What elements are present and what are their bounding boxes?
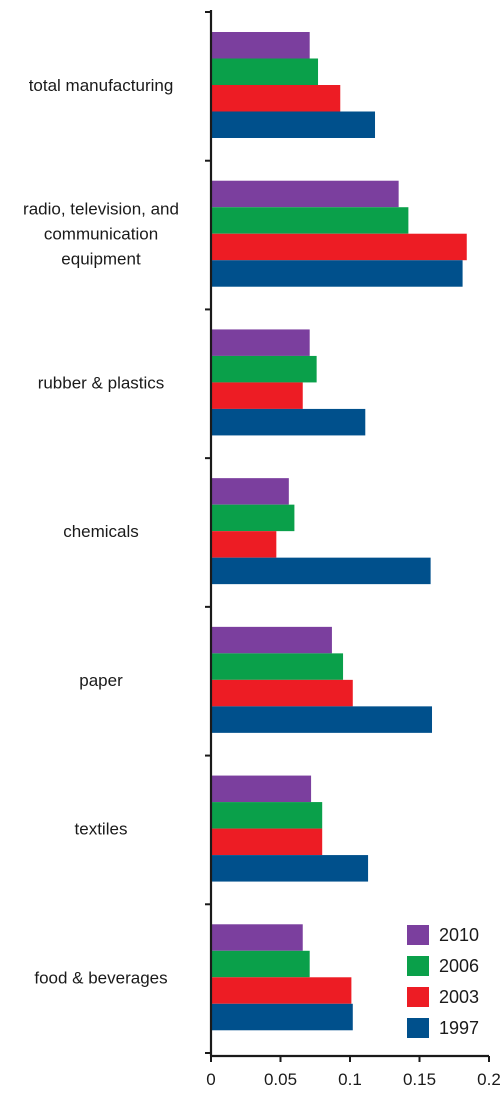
category-label-line: textiles — [75, 820, 128, 839]
legend-swatch-1997 — [407, 1018, 429, 1038]
bar-2006-0 — [211, 58, 319, 85]
category-labels: total manufacturing radio, television, an… — [23, 76, 179, 987]
category-label: chemicals — [63, 522, 139, 541]
category-label-line: rubber & plastics — [38, 373, 165, 392]
bar-1997-5 — [211, 855, 369, 882]
bar-2006-5 — [211, 802, 323, 829]
category-label: radio, television, and communication equip… — [23, 200, 179, 269]
category-label-line: radio, television, and — [23, 200, 179, 219]
bar-2006-4 — [211, 653, 344, 680]
bar-2010-4 — [211, 626, 332, 654]
category-label: rubber & plastics — [38, 373, 165, 392]
legend-label: 2010 — [439, 925, 479, 945]
category-label-line: equipment — [61, 250, 141, 269]
legend-swatch-2003 — [407, 987, 429, 1007]
tick-labels: 0 0.05 0.1 0.15 0.2 — [206, 1070, 501, 1089]
x-tick-label: 0.1 — [338, 1070, 362, 1089]
legend-swatch-2010 — [407, 925, 429, 945]
category-label-line: chemicals — [63, 522, 139, 541]
bar-2003-2 — [211, 382, 303, 409]
bar-2003-5 — [211, 828, 323, 856]
legend-label: 1997 — [439, 1018, 479, 1038]
bar-1997-0 — [211, 111, 376, 138]
bar-1997-2 — [211, 408, 366, 436]
bar-2006-3 — [211, 504, 295, 532]
x-tick-label: 0.05 — [264, 1070, 297, 1089]
category-label: food & beverages — [34, 968, 167, 987]
category-label: textiles — [75, 820, 128, 839]
bar-2006-6 — [211, 950, 310, 978]
bar-2010-2 — [211, 329, 310, 356]
bar-2003-4 — [211, 679, 353, 707]
bar-2010-0 — [211, 32, 310, 59]
bar-2003-3 — [211, 531, 277, 558]
bar-1997-3 — [211, 557, 431, 585]
bar-1997-4 — [211, 706, 433, 733]
category-label-line: food & beverages — [34, 968, 167, 987]
bar-2010-5 — [211, 775, 312, 803]
bars-layer — [211, 32, 467, 1031]
bar-2010-3 — [211, 478, 289, 505]
bar-2003-6 — [211, 977, 352, 1004]
bar-2006-2 — [211, 355, 317, 383]
legend-label: 2006 — [439, 956, 479, 976]
category-label-line: total manufacturing — [29, 76, 174, 95]
bar-2006-1 — [211, 207, 409, 234]
category-label: total manufacturing — [29, 76, 174, 95]
category-label-line: paper — [79, 671, 123, 690]
bar-1997-1 — [211, 260, 463, 287]
bar-2010-1 — [211, 180, 399, 208]
axes-layer — [205, 10, 490, 1062]
x-tick-label: 0.15 — [403, 1070, 436, 1089]
legend-label: 2003 — [439, 987, 479, 1007]
category-label: paper — [79, 671, 123, 690]
category-label-line: communication — [44, 225, 158, 244]
bar-2010-6 — [211, 924, 303, 951]
x-tick-label: 0 — [206, 1070, 215, 1089]
bar-2003-0 — [211, 85, 341, 112]
legend: 2010 2006 2003 1997 — [407, 925, 479, 1038]
legend-swatch-2006 — [407, 956, 429, 976]
bar-1997-6 — [211, 1003, 353, 1031]
bar-2003-1 — [211, 233, 467, 261]
x-tick-label: 0.2 — [477, 1070, 501, 1089]
